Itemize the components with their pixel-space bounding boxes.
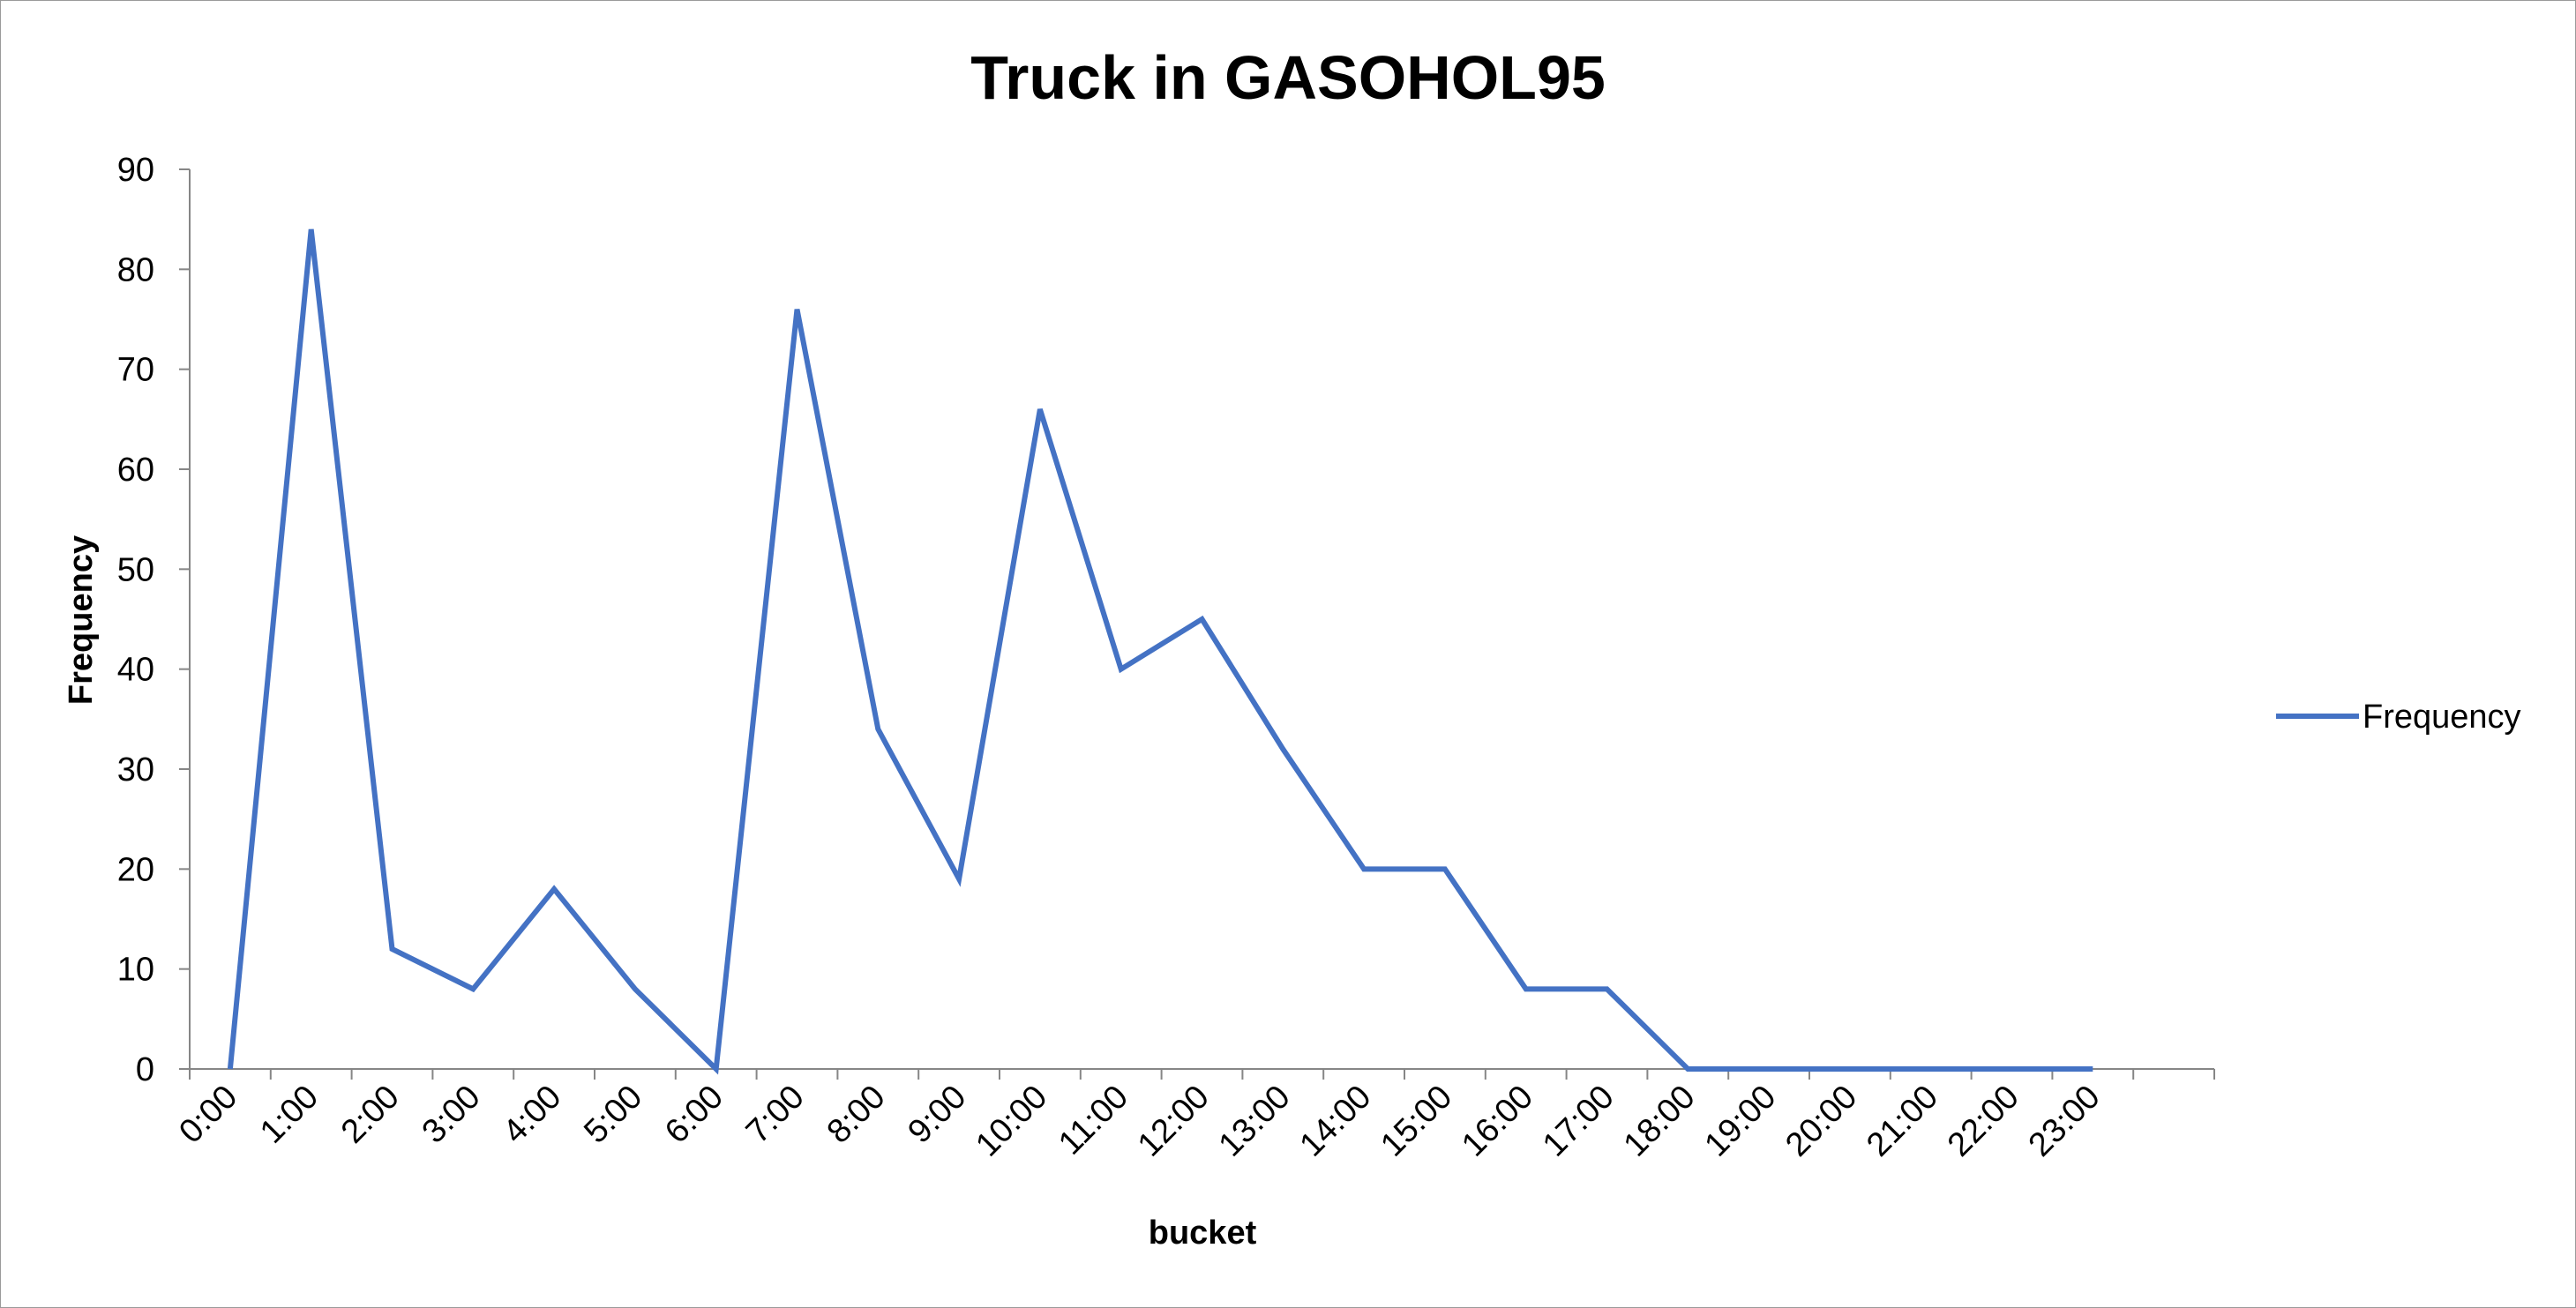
- x-tick-label: 0:00: [172, 1079, 244, 1151]
- x-tick-label: 8:00: [820, 1079, 893, 1151]
- y-tick-label: 10: [117, 952, 154, 989]
- y-axis-title: Frequency: [63, 535, 100, 705]
- y-tick-label: 20: [117, 851, 154, 888]
- x-tick-label: 13:00: [1212, 1079, 1298, 1164]
- x-tick-label: 1:00: [253, 1079, 326, 1151]
- x-tick-label: 18:00: [1617, 1079, 1703, 1164]
- x-tick-label: 20:00: [1778, 1079, 1864, 1164]
- y-tick-label: 90: [117, 152, 154, 189]
- legend: Frequency: [2276, 699, 2521, 736]
- x-tick-label: 2:00: [334, 1079, 407, 1151]
- x-tick-label: 14:00: [1293, 1079, 1379, 1164]
- x-tick-label: 12:00: [1131, 1079, 1217, 1164]
- x-tick-label: 10:00: [969, 1079, 1054, 1164]
- x-tick-label: 5:00: [577, 1079, 649, 1151]
- y-tick-label: 50: [117, 551, 154, 588]
- y-tick-label: 0: [136, 1051, 154, 1088]
- x-tick-label: 4:00: [496, 1079, 568, 1151]
- x-tick-label: 6:00: [658, 1079, 730, 1151]
- chart-title: Truck in GASOHOL95: [970, 43, 1606, 112]
- y-tick-label: 80: [117, 251, 154, 288]
- x-ticks: 0:00 1:00 2:00 3:00 4:00 5:00 6:00 7:00 8:00 9:00…: [172, 1069, 2215, 1164]
- x-axis-title: bucket: [1149, 1215, 1257, 1252]
- x-tick-label: 11:00: [1052, 1079, 1135, 1162]
- x-tick-label: 7:00: [739, 1079, 812, 1151]
- series-line-frequency: [227, 228, 2093, 1075]
- y-tick-label: 40: [117, 652, 154, 689]
- plot-lines: [227, 228, 2093, 1075]
- x-tick-label: 3:00: [416, 1079, 488, 1151]
- x-tick-label: 22:00: [1941, 1079, 2026, 1164]
- legend-label-frequency: Frequency: [2363, 699, 2521, 736]
- y-ticks: 0 10 20 30 40 50 60 70 80 90: [117, 152, 190, 1088]
- y-tick-label: 70: [117, 352, 154, 389]
- y-tick-label: 60: [117, 452, 154, 489]
- x-tick-label: 23:00: [2022, 1079, 2108, 1164]
- x-tick-label: 17:00: [1536, 1079, 1621, 1164]
- x-tick-label: 21:00: [1860, 1079, 1945, 1164]
- x-tick-label: 16:00: [1455, 1079, 1540, 1164]
- y-tick-label: 30: [117, 751, 154, 789]
- x-tick-label: 15:00: [1374, 1079, 1459, 1164]
- x-tick-label: 9:00: [901, 1079, 973, 1151]
- x-tick-label: 19:00: [1698, 1079, 1784, 1164]
